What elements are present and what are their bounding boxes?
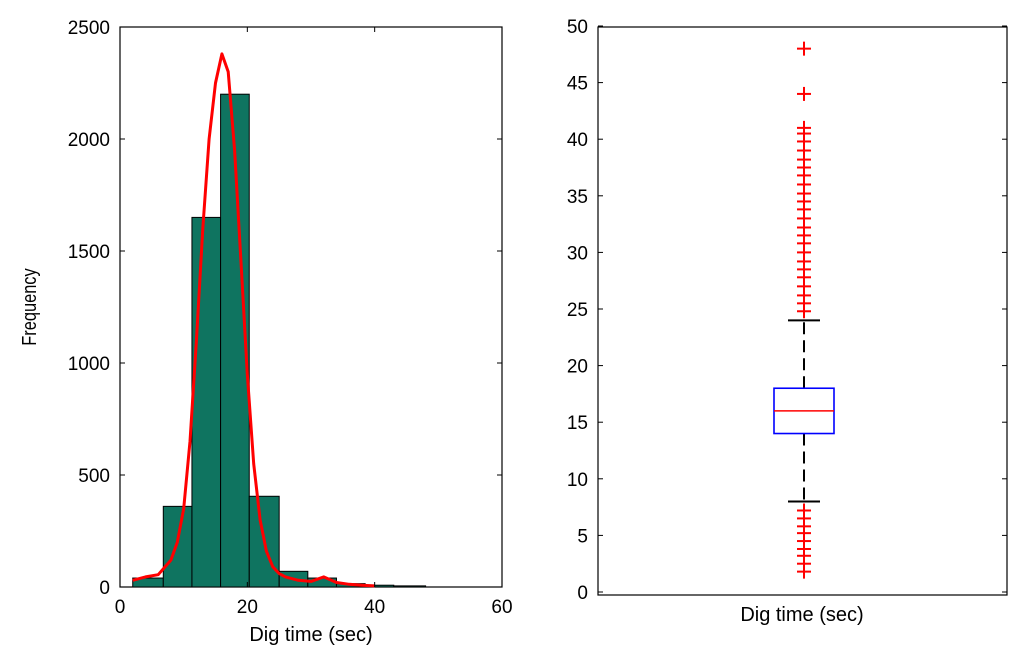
- boxplot-y-ticks: 0 5 10 15 20 25 30 35 40 45 50: [567, 17, 1007, 604]
- boxplot-outliers: [797, 41, 811, 579]
- boxplot-y-tick-label: 30: [567, 243, 588, 264]
- histogram-y-ticks: 0 500 1000 1500 2000 2500: [68, 18, 502, 599]
- boxplot-y-tick-label: 0: [577, 583, 588, 604]
- boxplot-y-tick-label: 5: [577, 526, 588, 547]
- boxplot-y-tick-label: 20: [567, 357, 588, 378]
- boxplot-y-tick-label: 25: [567, 300, 588, 321]
- boxplot-outlier-marker: [797, 503, 811, 518]
- histogram-x-tick-label: 60: [491, 597, 512, 618]
- histogram-x-ticks: 0 20 40 60: [115, 27, 513, 618]
- histogram-x-tick-label: 40: [364, 597, 385, 618]
- boxplot-y-tick-label: 10: [567, 470, 588, 491]
- boxplot-y-tick-label: 35: [567, 187, 588, 208]
- histogram-panel: 0 20 40 60 0 500 1000 1500 2000 2500 Dig time (s…: [17, 18, 512, 646]
- boxplot-outlier-marker: [797, 41, 811, 56]
- boxplot-y-tick-label: 45: [567, 74, 588, 95]
- histogram-y-tick-label: 0: [99, 578, 110, 599]
- histogram-x-tick-label: 20: [237, 597, 258, 618]
- histogram-y-tick-label: 500: [78, 466, 110, 487]
- histogram-y-tick-label: 1000: [68, 354, 110, 375]
- histogram-axes-box: [119, 26, 503, 588]
- histogram-y-axis-title: Frequency: [17, 268, 40, 346]
- histogram-x-axis-title: Dig time (sec): [249, 624, 372, 646]
- histogram-y-tick-label: 2000: [68, 130, 110, 151]
- boxplot-y-tick-label: 40: [567, 130, 588, 151]
- histogram-bar-9: [393, 585, 427, 588]
- boxplot-outlier-marker: [797, 86, 811, 101]
- boxplot-outlier-marker: [797, 120, 811, 135]
- boxplot-y-tick-label: 50: [567, 17, 588, 38]
- boxplot-x-axis-title: Dig time (sec): [740, 604, 863, 626]
- boxplot-y-tick-label: 15: [567, 413, 588, 434]
- histogram-fit-curve-group: [132, 52, 375, 588]
- histogram-y-tick-label: 2500: [68, 18, 110, 39]
- histogram-y-tick-label: 1500: [68, 242, 110, 263]
- histogram-fit-curve: [132, 52, 375, 588]
- histogram-bar-2: [191, 216, 222, 588]
- boxplot-panel: 0 5 10 15 20 25 30 35 40 45 50 Dig time (sec): [567, 17, 1008, 626]
- boxplot-elements: [773, 319, 835, 503]
- histogram-x-tick-label: 0: [115, 597, 126, 618]
- histogram-bar-1: [162, 505, 193, 588]
